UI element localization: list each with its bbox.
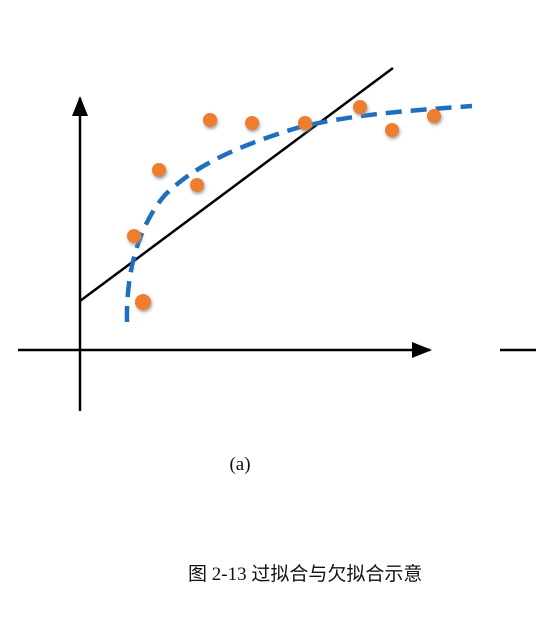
point: [152, 163, 166, 177]
point: [353, 100, 367, 114]
point: [385, 123, 399, 137]
point: [298, 116, 312, 130]
curve-fit: [124, 103, 473, 323]
caption: 图 2-13 过拟合与欠拟合示意: [188, 563, 422, 585]
axes: [18, 96, 536, 411]
point: [135, 294, 151, 310]
linear-fit: [79, 66, 394, 303]
point: [427, 109, 441, 123]
point: [245, 116, 259, 130]
panel-label: (a): [229, 454, 250, 475]
data-points: [127, 100, 441, 310]
point: [203, 113, 217, 127]
point: [127, 229, 141, 243]
point: [190, 178, 204, 192]
